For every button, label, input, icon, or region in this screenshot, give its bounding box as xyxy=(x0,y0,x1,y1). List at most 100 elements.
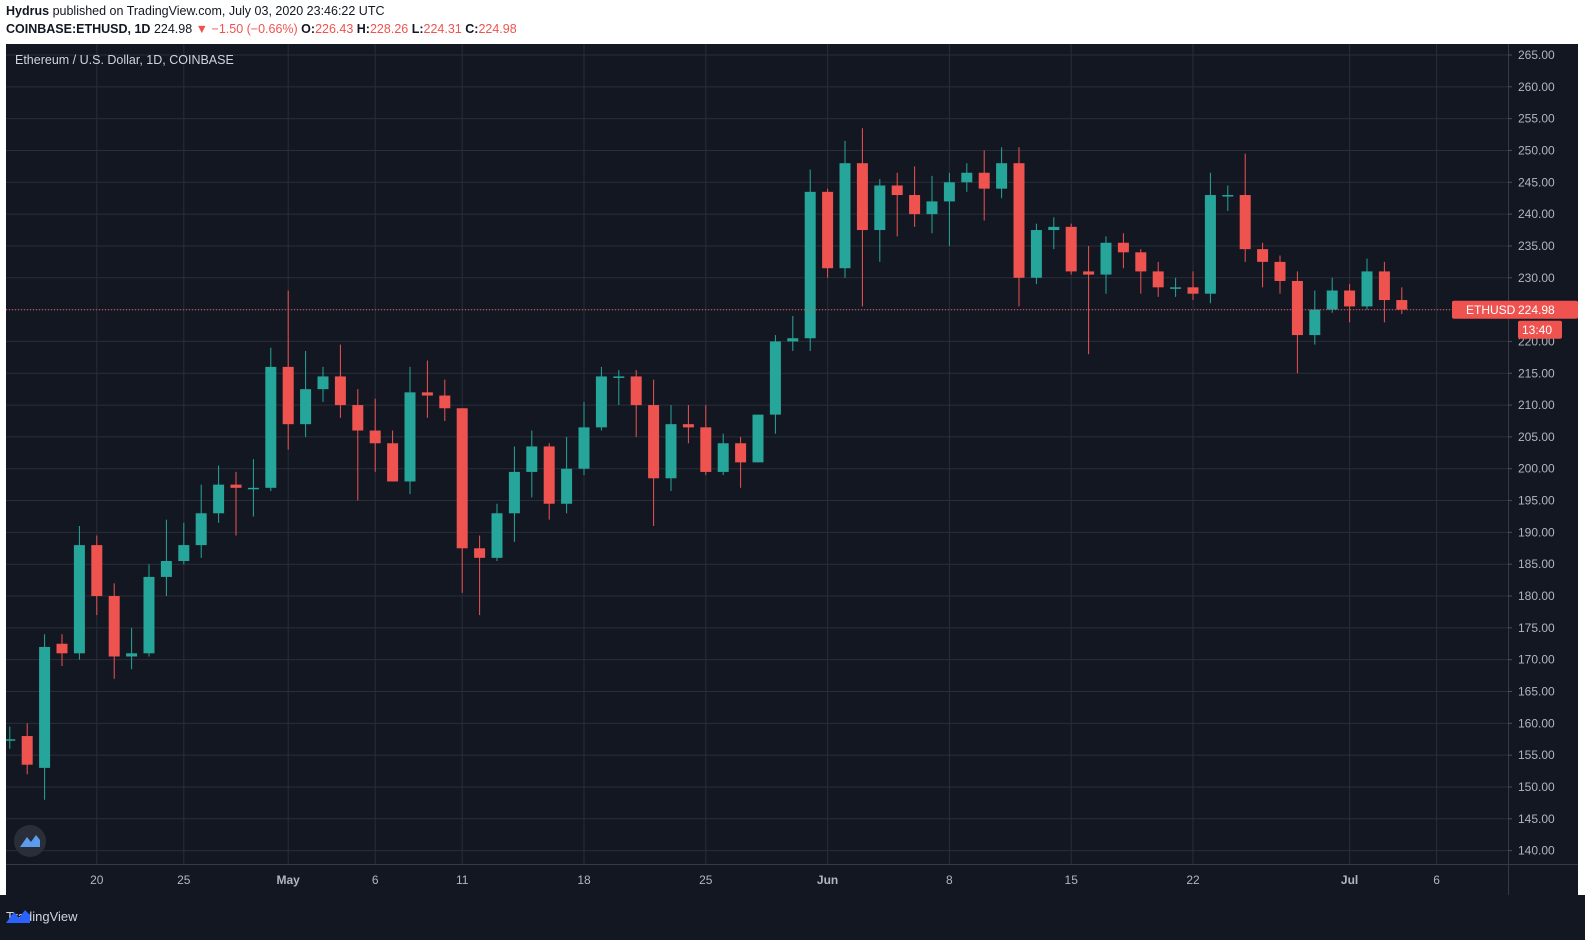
candle-body[interactable] xyxy=(387,443,399,482)
candle-body[interactable] xyxy=(143,576,155,654)
candle-body[interactable] xyxy=(1326,290,1338,310)
candle-body[interactable] xyxy=(1257,249,1269,262)
candle-body[interactable] xyxy=(491,513,503,558)
candle-body[interactable] xyxy=(1344,290,1356,307)
candle-body[interactable] xyxy=(1013,163,1025,278)
candle-body[interactable] xyxy=(926,201,938,215)
candle-body[interactable] xyxy=(1309,309,1321,336)
candle-body[interactable] xyxy=(613,376,625,378)
candle-body[interactable] xyxy=(439,395,451,409)
candle-body[interactable] xyxy=(1222,195,1234,197)
x-tick-label: May xyxy=(277,873,301,887)
candle-body[interactable] xyxy=(1117,242,1129,253)
candle-body[interactable] xyxy=(735,443,747,463)
candle-body[interactable] xyxy=(1135,252,1147,272)
candle-body[interactable] xyxy=(160,561,172,577)
candle-body[interactable] xyxy=(856,163,868,231)
candle-body[interactable] xyxy=(752,414,764,463)
candle-body[interactable] xyxy=(6,739,16,741)
candle-body[interactable] xyxy=(804,191,816,339)
candle-body[interactable] xyxy=(561,468,573,504)
candle-body[interactable] xyxy=(474,548,486,558)
candle-body[interactable] xyxy=(1361,271,1373,307)
candle-body[interactable] xyxy=(300,389,312,425)
candle-body[interactable] xyxy=(578,427,590,469)
y-tick-label: 170.00 xyxy=(1518,653,1555,667)
x-tick-label: 6 xyxy=(372,873,379,887)
candle-body[interactable] xyxy=(1274,261,1286,281)
candle-body[interactable] xyxy=(822,191,834,269)
publish-line: Hydrus published on TradingView.com, Jul… xyxy=(6,4,384,18)
candle-body[interactable] xyxy=(195,513,207,546)
candle-body[interactable] xyxy=(1065,226,1077,272)
candle-body[interactable] xyxy=(282,366,294,425)
candle-body[interactable] xyxy=(1239,195,1251,250)
candle-body[interactable] xyxy=(247,487,259,490)
candle-body[interactable] xyxy=(334,376,346,406)
candle-body[interactable] xyxy=(178,545,190,562)
candle-body[interactable] xyxy=(73,545,85,654)
candle-body[interactable] xyxy=(961,172,973,183)
candle-body[interactable] xyxy=(1170,287,1182,289)
x-tick-label: 8 xyxy=(946,873,953,887)
candle-body[interactable] xyxy=(91,545,103,597)
y-tick-label: 210.00 xyxy=(1518,398,1555,412)
candle-body[interactable] xyxy=(1396,300,1408,310)
candle-body[interactable] xyxy=(543,446,555,504)
candle-body[interactable] xyxy=(1204,195,1216,294)
candle-body[interactable] xyxy=(943,182,955,202)
y-tick-label: 245.00 xyxy=(1518,175,1555,189)
candle-body[interactable] xyxy=(213,484,225,514)
candle-body[interactable] xyxy=(665,424,677,479)
candle-body[interactable] xyxy=(230,484,242,488)
candle-body[interactable] xyxy=(1152,271,1164,288)
candle-body[interactable] xyxy=(595,376,607,428)
y-tick-label: 145.00 xyxy=(1518,812,1555,826)
candle-body[interactable] xyxy=(526,446,538,472)
candle-body[interactable] xyxy=(839,163,851,269)
candle-body[interactable] xyxy=(978,172,990,189)
candle-body[interactable] xyxy=(1083,271,1095,275)
candle-body[interactable] xyxy=(769,341,781,415)
candle-body[interactable] xyxy=(56,643,68,654)
y-tick-label: 165.00 xyxy=(1518,685,1555,699)
chart-area[interactable]: 140.00 145.00 150.00 155.00 160.00 165.00 170.… xyxy=(6,44,1578,895)
candle-body[interactable] xyxy=(648,405,660,479)
candle-body[interactable] xyxy=(700,427,712,472)
candle-body[interactable] xyxy=(909,195,921,215)
candle-body[interactable] xyxy=(1291,280,1303,336)
candle-body[interactable] xyxy=(317,376,329,390)
author-name[interactable]: Hydrus xyxy=(6,4,50,18)
candle-body[interactable] xyxy=(352,405,364,431)
candle-body[interactable] xyxy=(717,443,729,472)
candle-body[interactable] xyxy=(1100,242,1112,275)
candle-body[interactable] xyxy=(456,408,468,549)
candle-body[interactable] xyxy=(874,185,886,231)
y-tick-label: 265.00 xyxy=(1518,48,1555,62)
last-price-badge xyxy=(1452,300,1578,319)
candle-body[interactable] xyxy=(21,736,33,765)
candle-body[interactable] xyxy=(108,596,120,657)
candle-body[interactable] xyxy=(996,163,1008,189)
candle-body[interactable] xyxy=(404,392,416,482)
y-tick-label: 260.00 xyxy=(1518,80,1555,94)
y-tick-label: 250.00 xyxy=(1518,143,1555,157)
candlestick-chart[interactable]: 140.00 145.00 150.00 155.00 160.00 165.00 170.… xyxy=(6,44,1578,895)
symbol-tag-label: ETHUSD xyxy=(1466,303,1516,317)
candle-body[interactable] xyxy=(421,392,433,396)
candle-body[interactable] xyxy=(682,424,694,428)
candle-body[interactable] xyxy=(630,376,642,406)
candle-body[interactable] xyxy=(265,366,277,488)
candle-body[interactable] xyxy=(1030,230,1042,278)
candle-body[interactable] xyxy=(787,338,799,342)
candle-body[interactable] xyxy=(1378,271,1390,301)
candle-body[interactable] xyxy=(126,653,138,657)
tradingview-brand[interactable]: TradingView xyxy=(6,909,78,924)
candle-body[interactable] xyxy=(1048,226,1060,231)
candle-body[interactable] xyxy=(508,471,520,514)
candle-body[interactable] xyxy=(891,185,903,196)
candle-body[interactable] xyxy=(39,646,51,768)
price-change: ▼ −1.50 (−0.66%) xyxy=(195,22,298,36)
candle-body[interactable] xyxy=(1187,287,1199,294)
candle-body[interactable] xyxy=(369,430,381,444)
